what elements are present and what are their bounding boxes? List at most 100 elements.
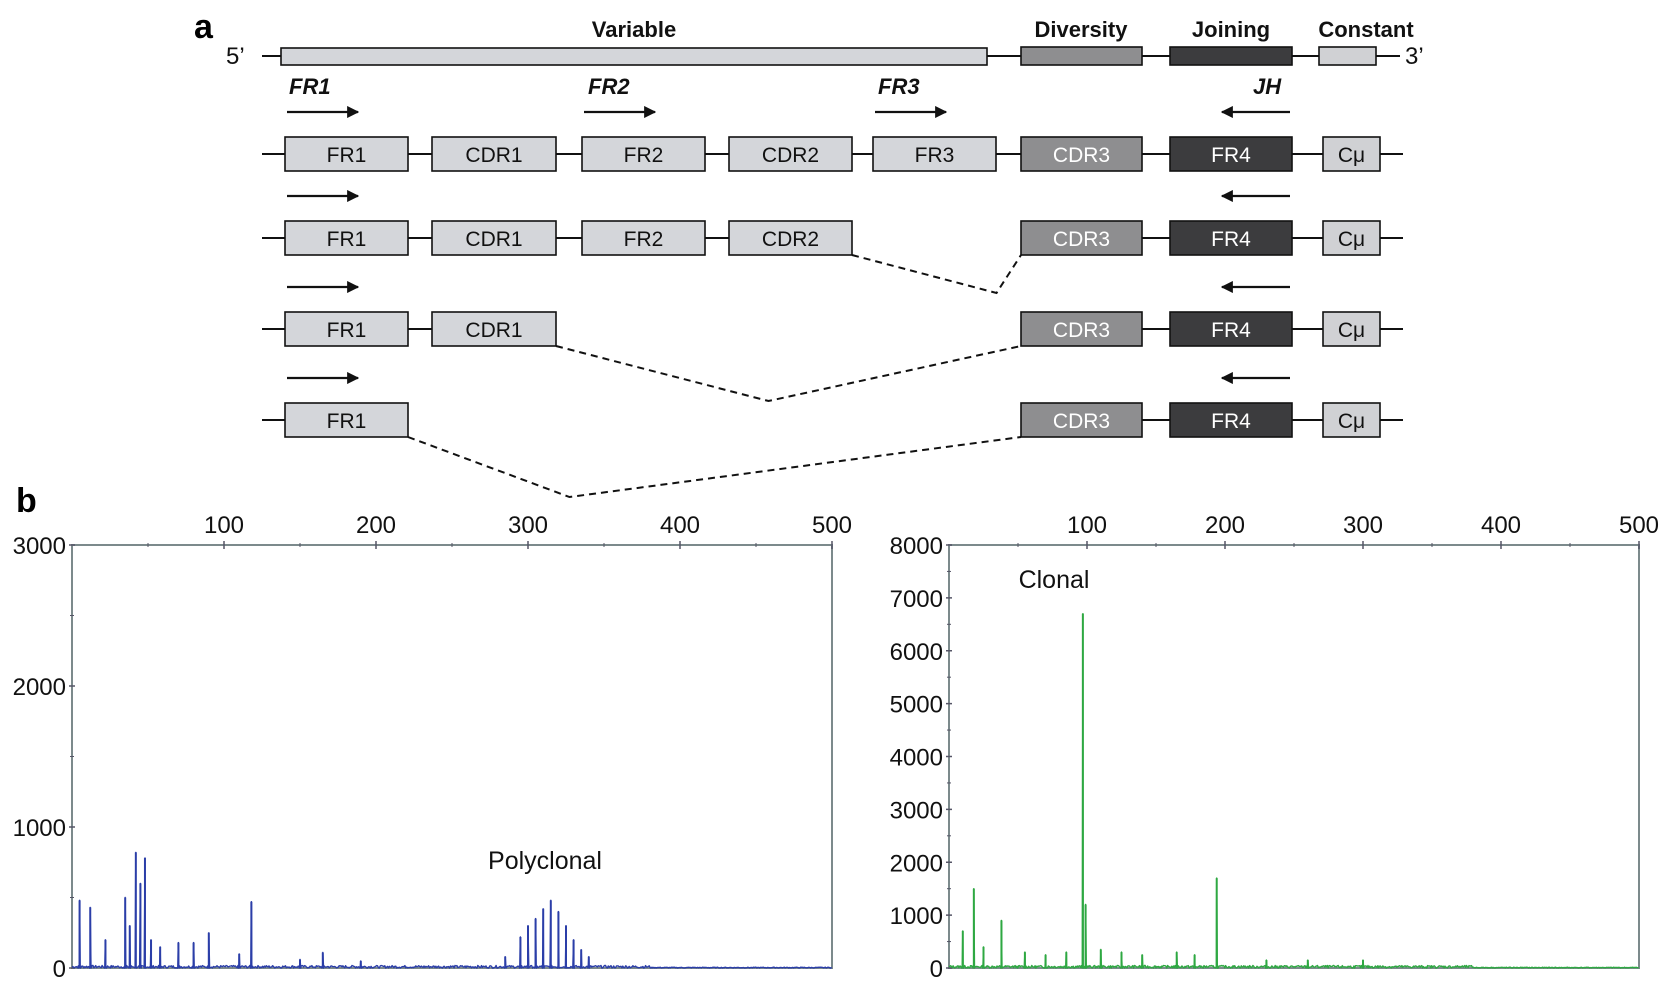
region-label: FR1: [327, 144, 367, 167]
y-tick-label: 0: [53, 956, 66, 983]
region-box-fr1: FR1: [284, 136, 409, 172]
clonal-annotation: Clonal: [1019, 566, 1090, 594]
variable-segment: [280, 47, 988, 66]
region-rect: [431, 136, 557, 172]
region-box-cmu: Cμ: [1322, 220, 1381, 256]
region-rect: [431, 311, 557, 347]
panel-b-label: b: [16, 482, 37, 520]
region-box-fr2: FR2: [581, 220, 706, 256]
joining-title: Joining: [1192, 17, 1270, 42]
region-rect: [284, 402, 409, 438]
y-tick-label: 2000: [890, 850, 943, 877]
trace-line: [948, 613, 1639, 969]
region-rect: [728, 136, 853, 172]
variable-title: Variable: [592, 17, 676, 42]
region-label: Cμ: [1338, 228, 1365, 251]
region-box-cdr2: CDR2: [728, 136, 853, 172]
region-box-cdr3: CDR3: [1020, 136, 1143, 172]
region-rect: [284, 311, 409, 347]
region-box-fr4: FR4: [1169, 311, 1293, 347]
region-label: FR1: [327, 228, 367, 251]
gene-segment-line: 5’ 3’ Variable Diversity Joining Constan…: [226, 17, 1424, 70]
region-rect: [1169, 311, 1293, 347]
y-tick-label: 6000: [890, 639, 943, 666]
region-label: FR1: [327, 410, 367, 433]
region-rect: [1020, 311, 1143, 347]
constant-segment: [1318, 46, 1377, 66]
trace-line: [71, 851, 833, 969]
region-box-fr1: FR1: [284, 220, 409, 256]
clonal-chart: 100 200 300 400 5000100020003000400050006000…: [890, 512, 1659, 983]
region-rect: [581, 136, 706, 172]
x-tick-label: 300: [508, 512, 548, 539]
region-label: CDR3: [1053, 228, 1110, 251]
region-rect: [1322, 311, 1381, 347]
region-label: CDR3: [1053, 410, 1110, 433]
x-tick-label: 100: [1067, 512, 1107, 539]
region-box-cdr3: CDR3: [1020, 402, 1143, 438]
region-box-fr4: FR4: [1169, 402, 1293, 438]
region-label: CDR3: [1053, 144, 1110, 167]
x-tick-label: 300: [1343, 512, 1383, 539]
diversity-segment: [1020, 46, 1143, 66]
region-rect: [728, 220, 853, 256]
region-box-fr1: FR1: [284, 402, 409, 438]
region-label: FR2: [624, 144, 664, 167]
constant-title: Constant: [1318, 17, 1414, 42]
amplicon-rows: FR1 CDR1 FR2 CDR2 FR3 CDR3 FR4 Cμ FR1 CDR1 FR2 CDR2…: [262, 105, 1403, 499]
region-label: FR2: [624, 228, 664, 251]
x-tick-label: 100: [204, 512, 244, 539]
region-box-fr1: FR1: [284, 311, 409, 347]
region-box-fr4: FR4: [1169, 136, 1293, 172]
region-box-cdr3: CDR3: [1020, 311, 1143, 347]
region-label: FR4: [1211, 410, 1251, 433]
region-rect: [1020, 402, 1143, 438]
region-box-cmu: Cμ: [1322, 311, 1381, 347]
region-rect: [1169, 136, 1293, 172]
y-tick-label: 3000: [13, 533, 66, 560]
region-rect: [1169, 220, 1293, 256]
region-box-fr2: FR2: [581, 136, 706, 172]
region-rect: [872, 136, 997, 172]
three-prime-label: 3’: [1405, 43, 1424, 70]
region-label: Cμ: [1338, 319, 1365, 342]
amplicon-row: FR1 CDR3 FR4 Cμ: [262, 371, 1403, 499]
y-tick-label: 2000: [13, 674, 66, 701]
polyclonal-chart: 100 200 300 400 500 0 1000 2000 3000 Polyclonal: [13, 512, 852, 983]
region-rect: [284, 136, 409, 172]
amplicon-row: FR1 CDR1 FR2 CDR2 FR3 CDR3 FR4 Cμ: [262, 105, 1403, 172]
plot-frame: [71, 544, 833, 969]
x-tick-label: 200: [1205, 512, 1245, 539]
y-tick-label: 1000: [890, 903, 943, 930]
amplicon-row: FR1 CDR1 CDR3 FR4 Cμ: [262, 280, 1403, 403]
region-label: Cμ: [1338, 144, 1365, 167]
region-rect: [1020, 136, 1143, 172]
region-label: CDR2: [762, 228, 819, 251]
region-box-cdr1: CDR1: [431, 311, 557, 347]
polyclonal-annotation: Polyclonal: [488, 847, 602, 875]
region-box-cdr1: CDR1: [431, 136, 557, 172]
joining-segment: [1169, 46, 1293, 66]
region-box-fr4: FR4: [1169, 220, 1293, 256]
y-tick-label: 5000: [890, 692, 943, 719]
region-rect: [431, 220, 557, 256]
panel-a: a 5’ 3’ Variable Diversity Joining Const…: [194, 8, 1424, 499]
x-tick-label: 200: [356, 512, 396, 539]
amplicon-row: FR1 CDR1 FR2 CDR2 CDR3 FR4 Cμ: [262, 189, 1403, 295]
region-label: CDR1: [465, 319, 522, 342]
region-box-cmu: Cμ: [1322, 402, 1381, 438]
region-rect: [1322, 220, 1381, 256]
region-label: CDR1: [465, 228, 522, 251]
x-tick-label: 400: [1481, 512, 1521, 539]
primer-fr3-label: FR3: [878, 74, 920, 99]
deletion-connector: [851, 254, 1022, 295]
primer-jh-label: JH: [1253, 74, 1282, 99]
region-rect: [1020, 220, 1143, 256]
region-label: Cμ: [1338, 410, 1365, 433]
plot-frame: [948, 544, 1640, 969]
region-label: FR4: [1211, 144, 1251, 167]
region-box-fr3: FR3: [872, 136, 997, 172]
x-tick-label: 500: [1619, 512, 1659, 539]
y-tick-label: 4000: [890, 745, 943, 772]
